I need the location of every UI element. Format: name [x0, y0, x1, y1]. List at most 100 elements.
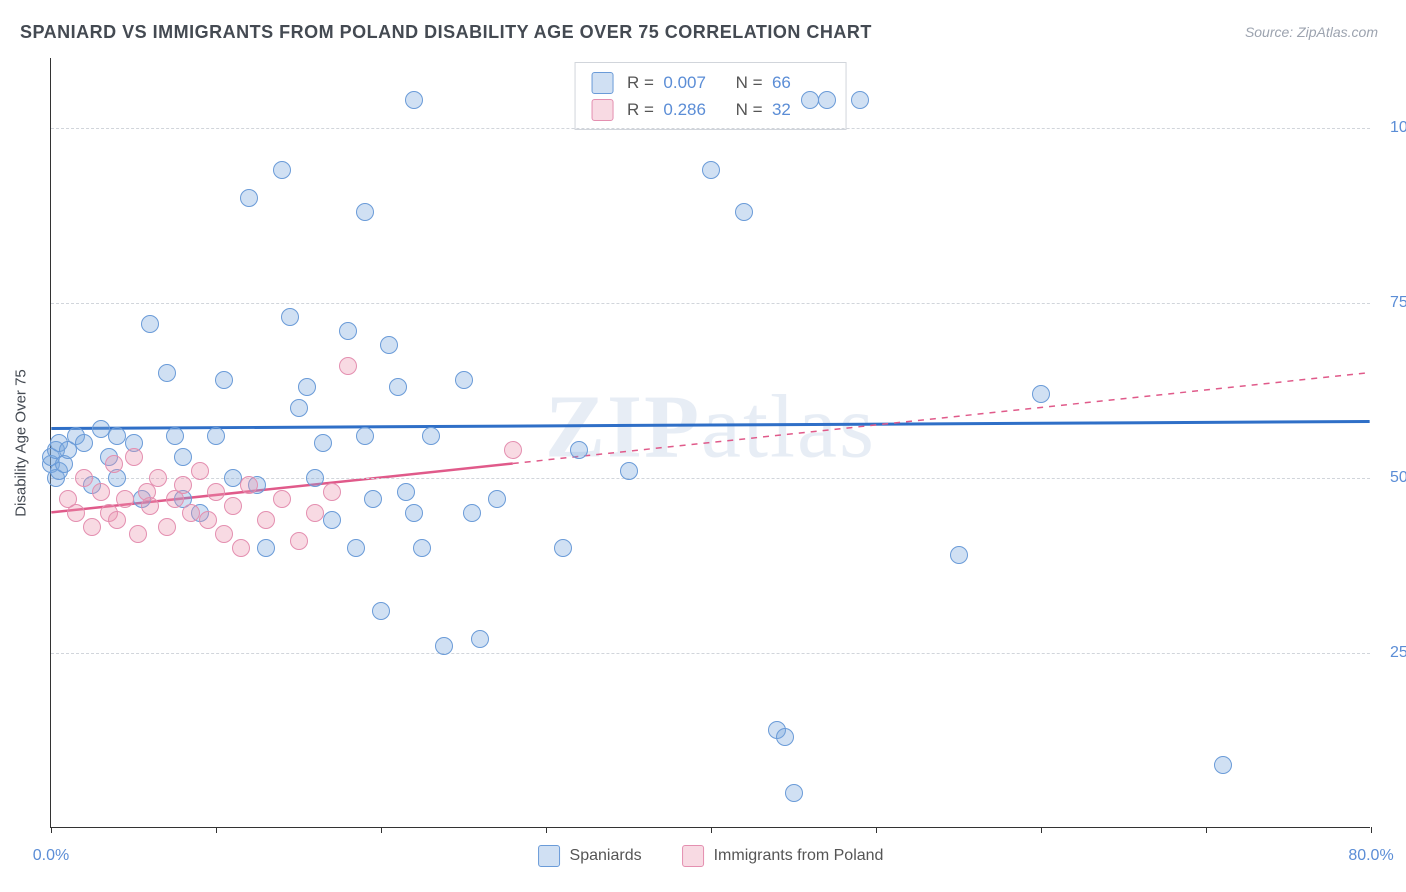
- data-point: [105, 455, 123, 473]
- data-point: [290, 399, 308, 417]
- data-point: [1214, 756, 1232, 774]
- data-point: [570, 441, 588, 459]
- bottom-legend: Spaniards Immigrants from Poland: [538, 845, 884, 867]
- y-axis-title: Disability Age Over 75: [13, 369, 30, 517]
- data-point: [158, 364, 176, 382]
- y-tick-label: 50.0%: [1378, 469, 1406, 487]
- legend-label: Spaniards: [570, 847, 642, 865]
- legend-swatch: [682, 845, 704, 867]
- data-point: [215, 525, 233, 543]
- data-point: [422, 427, 440, 445]
- data-point: [504, 441, 522, 459]
- data-point: [75, 434, 93, 452]
- data-point: [455, 371, 473, 389]
- data-point: [108, 427, 126, 445]
- data-point: [389, 378, 407, 396]
- data-point: [215, 371, 233, 389]
- data-point: [141, 497, 159, 515]
- chart-title: SPANIARD VS IMMIGRANTS FROM POLAND DISAB…: [20, 22, 872, 43]
- data-point: [314, 434, 332, 452]
- data-point: [116, 490, 134, 508]
- data-point: [273, 161, 291, 179]
- data-point: [125, 448, 143, 466]
- data-point: [92, 420, 110, 438]
- data-point: [166, 427, 184, 445]
- x-tick: [381, 827, 382, 833]
- legend-swatch: [591, 72, 613, 94]
- data-point: [306, 469, 324, 487]
- data-point: [364, 490, 382, 508]
- data-point: [356, 203, 374, 221]
- data-point: [950, 546, 968, 564]
- data-point: [380, 336, 398, 354]
- data-point: [67, 504, 85, 522]
- data-point: [232, 539, 250, 557]
- data-point: [273, 490, 291, 508]
- gridline: [51, 303, 1370, 304]
- data-point: [224, 469, 242, 487]
- stats-row: R = 0.286 N = 32: [591, 96, 830, 123]
- data-point: [413, 539, 431, 557]
- data-point: [224, 497, 242, 515]
- data-point: [397, 483, 415, 501]
- data-point: [554, 539, 572, 557]
- data-point: [207, 427, 225, 445]
- data-point: [174, 448, 192, 466]
- data-point: [129, 525, 147, 543]
- data-point: [158, 518, 176, 536]
- plot-area: Disability Age Over 75 ZIPatlas R = 0.00…: [50, 58, 1370, 828]
- y-tick-label: 75.0%: [1378, 294, 1406, 312]
- gridline: [51, 653, 1370, 654]
- data-point: [149, 469, 167, 487]
- legend-item: Spaniards: [538, 845, 642, 867]
- data-point: [75, 469, 93, 487]
- data-point: [463, 504, 481, 522]
- source-label: Source: ZipAtlas.com: [1245, 24, 1378, 40]
- data-point: [471, 630, 489, 648]
- gridline: [51, 128, 1370, 129]
- data-point: [776, 728, 794, 746]
- data-point: [405, 504, 423, 522]
- data-point: [735, 203, 753, 221]
- y-tick-label: 100.0%: [1378, 119, 1406, 137]
- data-point: [306, 504, 324, 522]
- data-point: [620, 462, 638, 480]
- x-tick: [51, 827, 52, 833]
- data-point: [851, 91, 869, 109]
- data-point: [281, 308, 299, 326]
- data-point: [323, 483, 341, 501]
- data-point: [92, 483, 110, 501]
- data-point: [257, 511, 275, 529]
- x-tick: [1371, 827, 1372, 833]
- data-point: [108, 511, 126, 529]
- x-tick: [711, 827, 712, 833]
- data-point: [207, 483, 225, 501]
- data-point: [435, 637, 453, 655]
- x-tick-label: 0.0%: [33, 847, 69, 865]
- x-tick: [1206, 827, 1207, 833]
- data-point: [199, 511, 217, 529]
- data-point: [801, 91, 819, 109]
- data-point: [356, 427, 374, 445]
- data-point: [785, 784, 803, 802]
- data-point: [83, 518, 101, 536]
- data-point: [488, 490, 506, 508]
- watermark: ZIPatlas: [545, 376, 876, 479]
- legend-swatch: [591, 99, 613, 121]
- data-point: [290, 532, 308, 550]
- data-point: [240, 476, 258, 494]
- data-point: [191, 462, 209, 480]
- x-tick-label: 80.0%: [1348, 847, 1393, 865]
- legend-item: Immigrants from Poland: [682, 845, 884, 867]
- data-point: [702, 161, 720, 179]
- x-tick: [546, 827, 547, 833]
- data-point: [339, 322, 357, 340]
- y-tick-label: 25.0%: [1378, 644, 1406, 662]
- data-point: [1032, 385, 1050, 403]
- data-point: [372, 602, 390, 620]
- data-point: [339, 357, 357, 375]
- x-tick: [216, 827, 217, 833]
- data-point: [257, 539, 275, 557]
- data-point: [182, 504, 200, 522]
- data-point: [174, 476, 192, 494]
